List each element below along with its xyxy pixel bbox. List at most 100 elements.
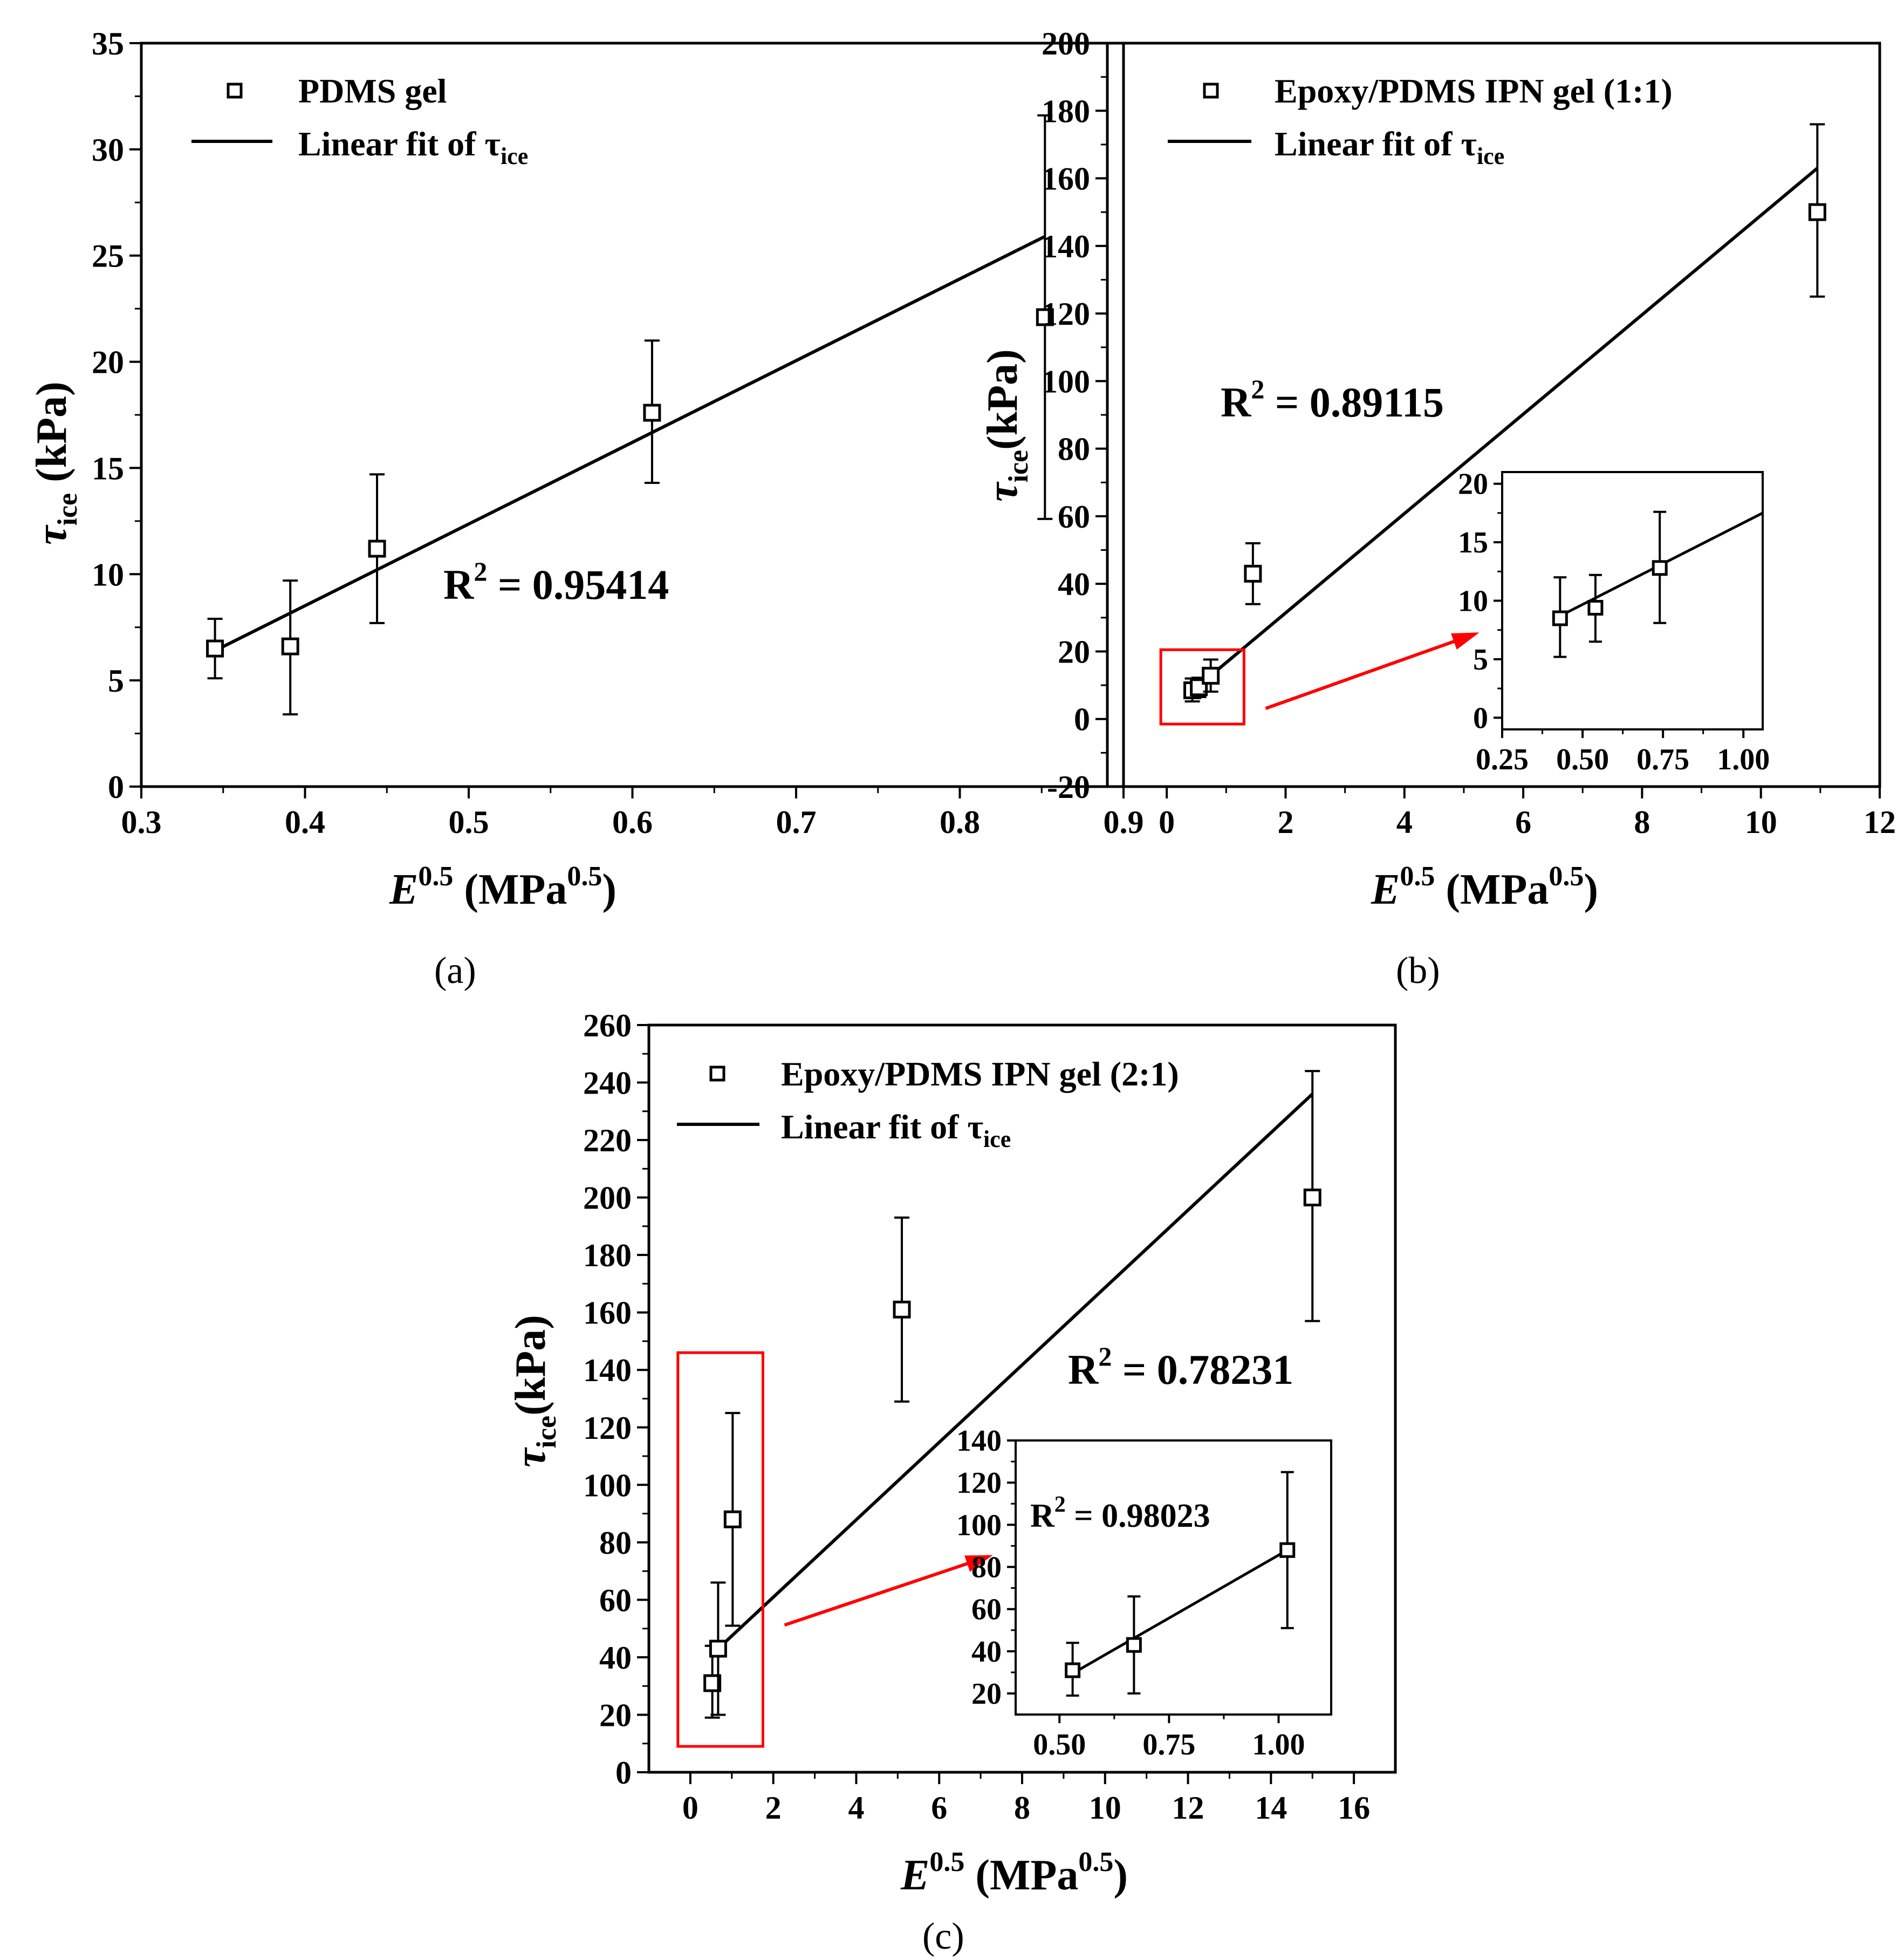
panel-b-inset-x-tick-label: 1.00 (1717, 743, 1770, 776)
panel-c-inset-y-tick-label: 60 (971, 1593, 1002, 1627)
panel-c-inset-x-tick-label: 0.50 (1033, 1728, 1086, 1761)
panel-b-y-tick-label: 180 (1042, 93, 1090, 129)
panel-c-legend-fit-text: Linear fit of (781, 1108, 967, 1146)
panel-c-y-tick-label: 140 (583, 1353, 632, 1388)
panel-a-data-point (643, 404, 661, 422)
panel-b-inset-x-tick-label: 0.50 (1556, 743, 1609, 776)
panel-a-legend-fit-symbol: τ (484, 125, 501, 163)
panel-c-inset-y-tick-label: 40 (971, 1635, 1002, 1669)
panel-b-inset-y-tick-label: 0 (1473, 701, 1488, 735)
panel-c-data-point (723, 1510, 742, 1528)
panel-c-x-tick-label: 0 (682, 1790, 698, 1826)
panel-c-inset-y-tick-label: 100 (956, 1508, 1002, 1542)
panel-a-y-axis-label: τice (kPa) (28, 381, 83, 545)
panel-c-y-tick-label: 120 (583, 1410, 632, 1446)
panel-b-legend-fit-text: Linear fit of (1275, 125, 1461, 163)
panel-b-x-tick-label: 4 (1396, 804, 1413, 840)
panel-c-legend-marker (709, 1066, 725, 1082)
panel-a-legend-marker (227, 83, 243, 99)
panel-a-y-tick-label: 20 (92, 345, 124, 380)
panel-b-data-point (1244, 564, 1262, 583)
panel-a-x-tick-label: 0.9 (1104, 804, 1144, 840)
panel-c-inset-x-tick-label: 1.00 (1252, 1728, 1305, 1761)
panel-b-fit-line (1191, 167, 1819, 693)
panel-b-legend-marker (1203, 83, 1219, 99)
panel-b-legend-fit-label: Linear fit of τice (1275, 125, 1504, 169)
panel-c-y-tick-label: 260 (583, 1008, 632, 1043)
panel-c-inset-y-tick-label: 20 (971, 1677, 1002, 1711)
panel-a-x-tick-label: 0.3 (121, 804, 162, 840)
panel-c-highlight-box (676, 1351, 764, 1748)
panel-b-y-tick-label: 40 (1058, 566, 1090, 602)
panel-a-fit-line (214, 235, 1046, 652)
panel-c-x-tick-label: 8 (1014, 1790, 1030, 1826)
panel-c-legend-fit-label: Linear fit of τice (781, 1108, 1011, 1152)
panel-b-x-tick-label: 8 (1634, 804, 1650, 840)
panel-b-y-tick-label: 60 (1058, 499, 1090, 535)
panel-c-y-tick-label: 180 (583, 1238, 632, 1273)
panel-b-inset-background (1502, 472, 1763, 729)
panel-a-x-tick-label: 0.7 (776, 804, 817, 840)
panel-b-y-tick-label: -20 (1047, 769, 1090, 805)
panel-a-y-tick-label: 0 (108, 769, 124, 805)
panel-c-x-tick-label: 16 (1338, 1790, 1370, 1826)
panel-c-legend-fit-symbol: τ (967, 1108, 983, 1146)
panel-c-x-tick-label: 10 (1089, 1790, 1121, 1826)
panel-c-zoom-arrowhead (964, 1555, 993, 1572)
panel-c-caption: (c) (922, 1916, 964, 1957)
panel-b-y-tick-label: 20 (1058, 634, 1090, 670)
panel-c-y-tick-label: 220 (583, 1123, 632, 1158)
panel-c-r2-label: R2 = 0.78231 (1068, 1341, 1293, 1393)
panel-a-data-point (281, 637, 299, 655)
panel-c-y-axis-label: τice(kPa) (507, 1315, 562, 1467)
panel-a-y-tick-label: 5 (108, 663, 124, 699)
panel-a-x-tick-label: 0.8 (940, 804, 980, 840)
panel-b-legend-series-label: Epoxy/PDMS IPN gel (1:1) (1275, 72, 1673, 110)
panel-c-inset-frame (1015, 1439, 1332, 1716)
panel-a-r2-label: R2 = 0.95414 (443, 556, 669, 608)
panel-c: 0 2 4 6 8 10 12 14 16020406080100120140160180200… (507, 1008, 1397, 1957)
panel-a-legend-fit-sub: ice (501, 143, 528, 169)
panel-b-x-tick-label: 2 (1277, 804, 1293, 840)
panel-c-x-tick-label: 6 (931, 1790, 947, 1826)
panel-c-inset: 0.50 0.75 1.00 20 40 60 80 100 120 140 (956, 1424, 1332, 1761)
panel-b-inset-data-point (1552, 610, 1568, 626)
panel-b-inset-x-tick-label: 0.75 (1636, 743, 1689, 776)
panel-a-legend-fit-label: Linear fit of τice (298, 125, 528, 169)
panel-a-data-point (1036, 308, 1054, 326)
panel-c-y-tick-label: 60 (599, 1582, 632, 1618)
panel-b-highlight-box (1159, 648, 1245, 726)
panel-c-y-tick-label: 80 (599, 1525, 632, 1561)
panel-c-inset-data-point (1065, 1662, 1081, 1678)
panel-c-inset-background (1016, 1440, 1331, 1715)
panel-c-inset-data-point (1126, 1637, 1142, 1653)
panel-c-inset-y-tick-label: 80 (971, 1551, 1002, 1584)
panel-b-x-tick-label: 6 (1515, 804, 1531, 840)
panel-c-y-tick-label: 200 (583, 1180, 632, 1216)
panel-c-inset-y-tick-label: 140 (956, 1424, 1002, 1458)
panel-c-legend-series-label: Epoxy/PDMS IPN gel (2:1) (781, 1055, 1179, 1093)
panel-b-r2-label: R2 = 0.89115 (1221, 374, 1444, 426)
panel-b-y-tick-label: 0 (1074, 702, 1090, 737)
panel-c-x-tick-label: 14 (1255, 1790, 1287, 1826)
panel-c-x-tick-label: 4 (848, 1790, 864, 1826)
panel-b-x-tick-label: 10 (1745, 804, 1777, 840)
panel-c-y-tick-label: 160 (583, 1295, 632, 1331)
panel-a-legend-series-label: PDMS gel (298, 72, 447, 110)
panel-b-y-tick-label: 200 (1042, 26, 1090, 62)
panel-a-y-tick-label: 30 (92, 132, 124, 168)
panel-c-y-tick-label: 20 (599, 1697, 632, 1733)
panel-c-inset-data-point (1279, 1542, 1296, 1558)
panel-c-data-point (1303, 1189, 1321, 1207)
panel-c-y-tick-label: 100 (583, 1467, 632, 1503)
panel-b-y-tick-label: 120 (1042, 296, 1090, 332)
panel-c-y-tick-label: 0 (615, 1755, 632, 1791)
panel-c-legend-fit-sub: ice (983, 1126, 1011, 1152)
panel-b-legend-fit-symbol: τ (1461, 125, 1477, 163)
panel-b-inset-data-point (1652, 560, 1668, 576)
panel-b-y-tick-label: 80 (1058, 432, 1090, 467)
panel-b-inset-y-tick-label: 10 (1458, 585, 1488, 618)
panel-b-x-axis-label: E0.5 (MPa0.5) (1371, 861, 1598, 913)
